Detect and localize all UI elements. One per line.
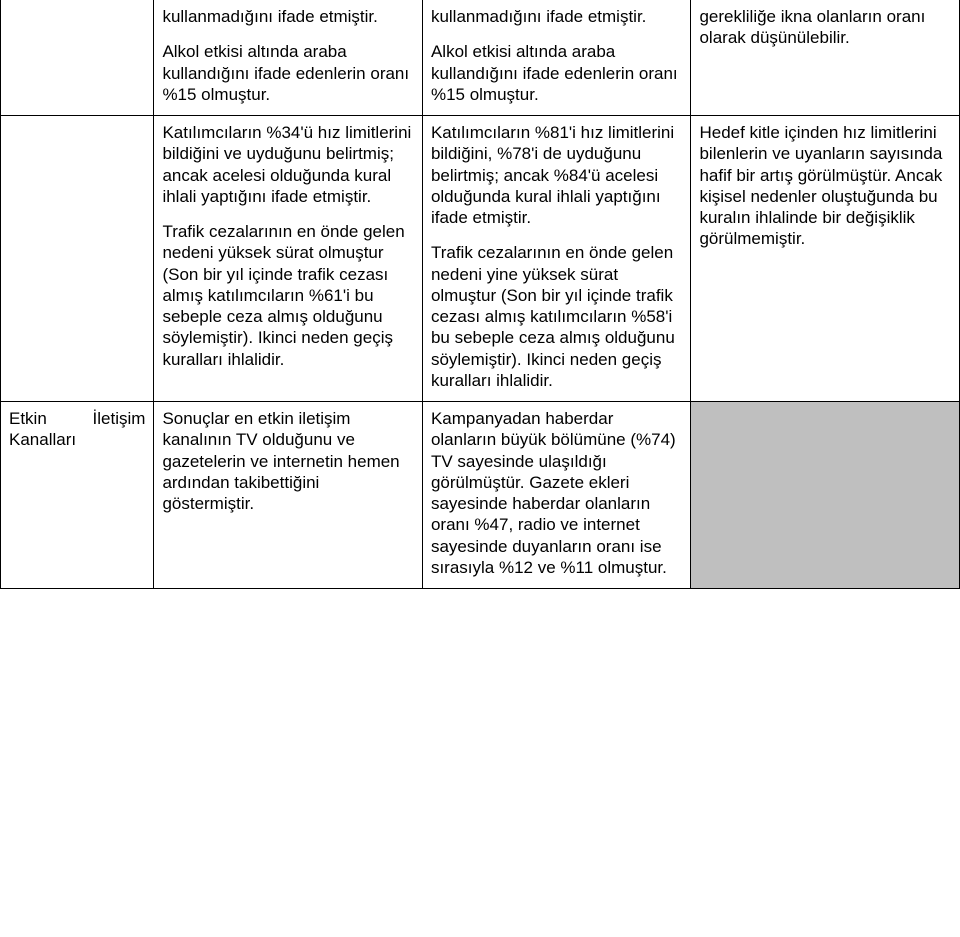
paragraph: Trafik cezalarının en önde gelen nedeni …: [431, 242, 683, 391]
paragraph: Katılımcıların %34'ü hız limitlerini bil…: [162, 122, 414, 207]
table-row: kullanmadığını ifade etmiştir. Alkol etk…: [1, 0, 960, 116]
paragraph: Katılımcıların %81'i hız limitlerini bil…: [431, 122, 683, 228]
cell-before-1: Katılımcıların %34'ü hız limitlerini bil…: [154, 116, 423, 402]
table-row: Etkin İletişim Kanalları Sonuçlar en etk…: [1, 402, 960, 589]
cell-before-1: Sonuçlar en etkin iletişim kanalının TV …: [154, 402, 423, 589]
cell-comment-shaded: [691, 402, 960, 589]
paragraph: Hedef kitle içinden hız limitlerini bile…: [699, 122, 951, 250]
cell-before-1: kullanmadığını ifade etmiştir. Alkol etk…: [154, 0, 423, 116]
cell-label: [1, 0, 154, 116]
paragraph: gerekliliğe ikna olanların oranı olarak …: [699, 6, 951, 49]
cell-comment: Hedef kitle içinden hız limitlerini bile…: [691, 116, 960, 402]
paragraph: Kampanyadan haberdar olanların büyük böl…: [431, 408, 683, 578]
cell-before-2: Katılımcıların %81'i hız limitlerini bil…: [422, 116, 691, 402]
label-word: İletişim: [93, 408, 146, 429]
cell-before-2: Kampanyadan haberdar olanların büyük böl…: [422, 402, 691, 589]
cell-label: [1, 116, 154, 402]
paragraph: kullanmadığını ifade etmiştir.: [431, 6, 683, 27]
label-line: Etkin İletişim: [9, 408, 145, 429]
paragraph: Trafik cezalarının en önde gelen nedeni …: [162, 221, 414, 370]
label-line: Kanalları: [9, 429, 145, 450]
cell-label: Etkin İletişim Kanalları: [1, 402, 154, 589]
page: kullanmadığını ifade etmiştir. Alkol etk…: [0, 0, 960, 589]
paragraph: Alkol etkisi altında araba kullandığını …: [162, 41, 414, 105]
table-row: Katılımcıların %34'ü hız limitlerini bil…: [1, 116, 960, 402]
cell-comment: gerekliliğe ikna olanların oranı olarak …: [691, 0, 960, 116]
cell-before-2: kullanmadığını ifade etmiştir. Alkol etk…: [422, 0, 691, 116]
paragraph: Alkol etkisi altında araba kullandığını …: [431, 41, 683, 105]
paragraph: Sonuçlar en etkin iletişim kanalının TV …: [162, 408, 414, 514]
data-table: kullanmadığını ifade etmiştir. Alkol etk…: [0, 0, 960, 589]
label-word: Etkin: [9, 408, 47, 429]
paragraph: kullanmadığını ifade etmiştir.: [162, 6, 414, 27]
